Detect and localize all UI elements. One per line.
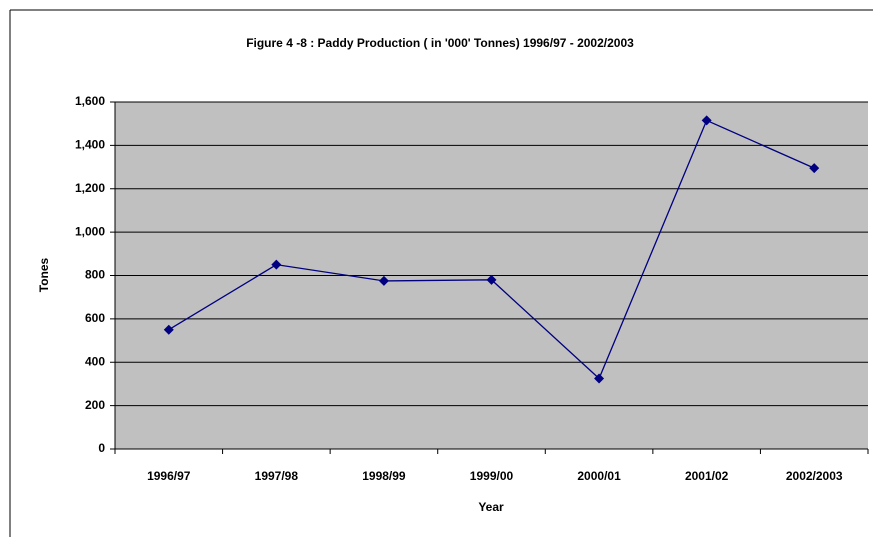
y-tick-label: 1,200 bbox=[75, 181, 105, 195]
y-axis-label: Tones bbox=[37, 257, 51, 292]
x-tick-label: 1998/99 bbox=[362, 469, 406, 483]
y-tick-label: 800 bbox=[85, 268, 105, 282]
data-point bbox=[594, 373, 605, 384]
x-tick-label: 1999/00 bbox=[470, 469, 514, 483]
data-point bbox=[271, 259, 282, 270]
y-tick-label: 1,400 bbox=[75, 138, 105, 152]
y-tick-label: 600 bbox=[85, 311, 105, 325]
x-tick-label: 2002/2003 bbox=[786, 469, 843, 483]
y-tick-label: 200 bbox=[85, 398, 105, 412]
x-tick-label: 1996/97 bbox=[147, 469, 191, 483]
x-tick-label: 2001/02 bbox=[685, 469, 729, 483]
x-tick-label: 2000/01 bbox=[577, 469, 621, 483]
data-point bbox=[378, 275, 389, 286]
y-tick-label: 1,600 bbox=[75, 94, 105, 108]
x-axis-label: Year bbox=[478, 500, 504, 514]
data-point bbox=[701, 115, 712, 126]
data-point bbox=[809, 163, 820, 174]
data-point bbox=[486, 274, 497, 285]
y-tick-label: 400 bbox=[85, 354, 105, 368]
y-tick-label: 0 bbox=[98, 441, 105, 455]
x-tick-label: 1997/98 bbox=[255, 469, 299, 483]
data-point bbox=[163, 324, 174, 335]
chart-title: Figure 4 -8 : Paddy Production ( in '000… bbox=[246, 36, 634, 50]
y-tick-label: 1,000 bbox=[75, 224, 105, 238]
